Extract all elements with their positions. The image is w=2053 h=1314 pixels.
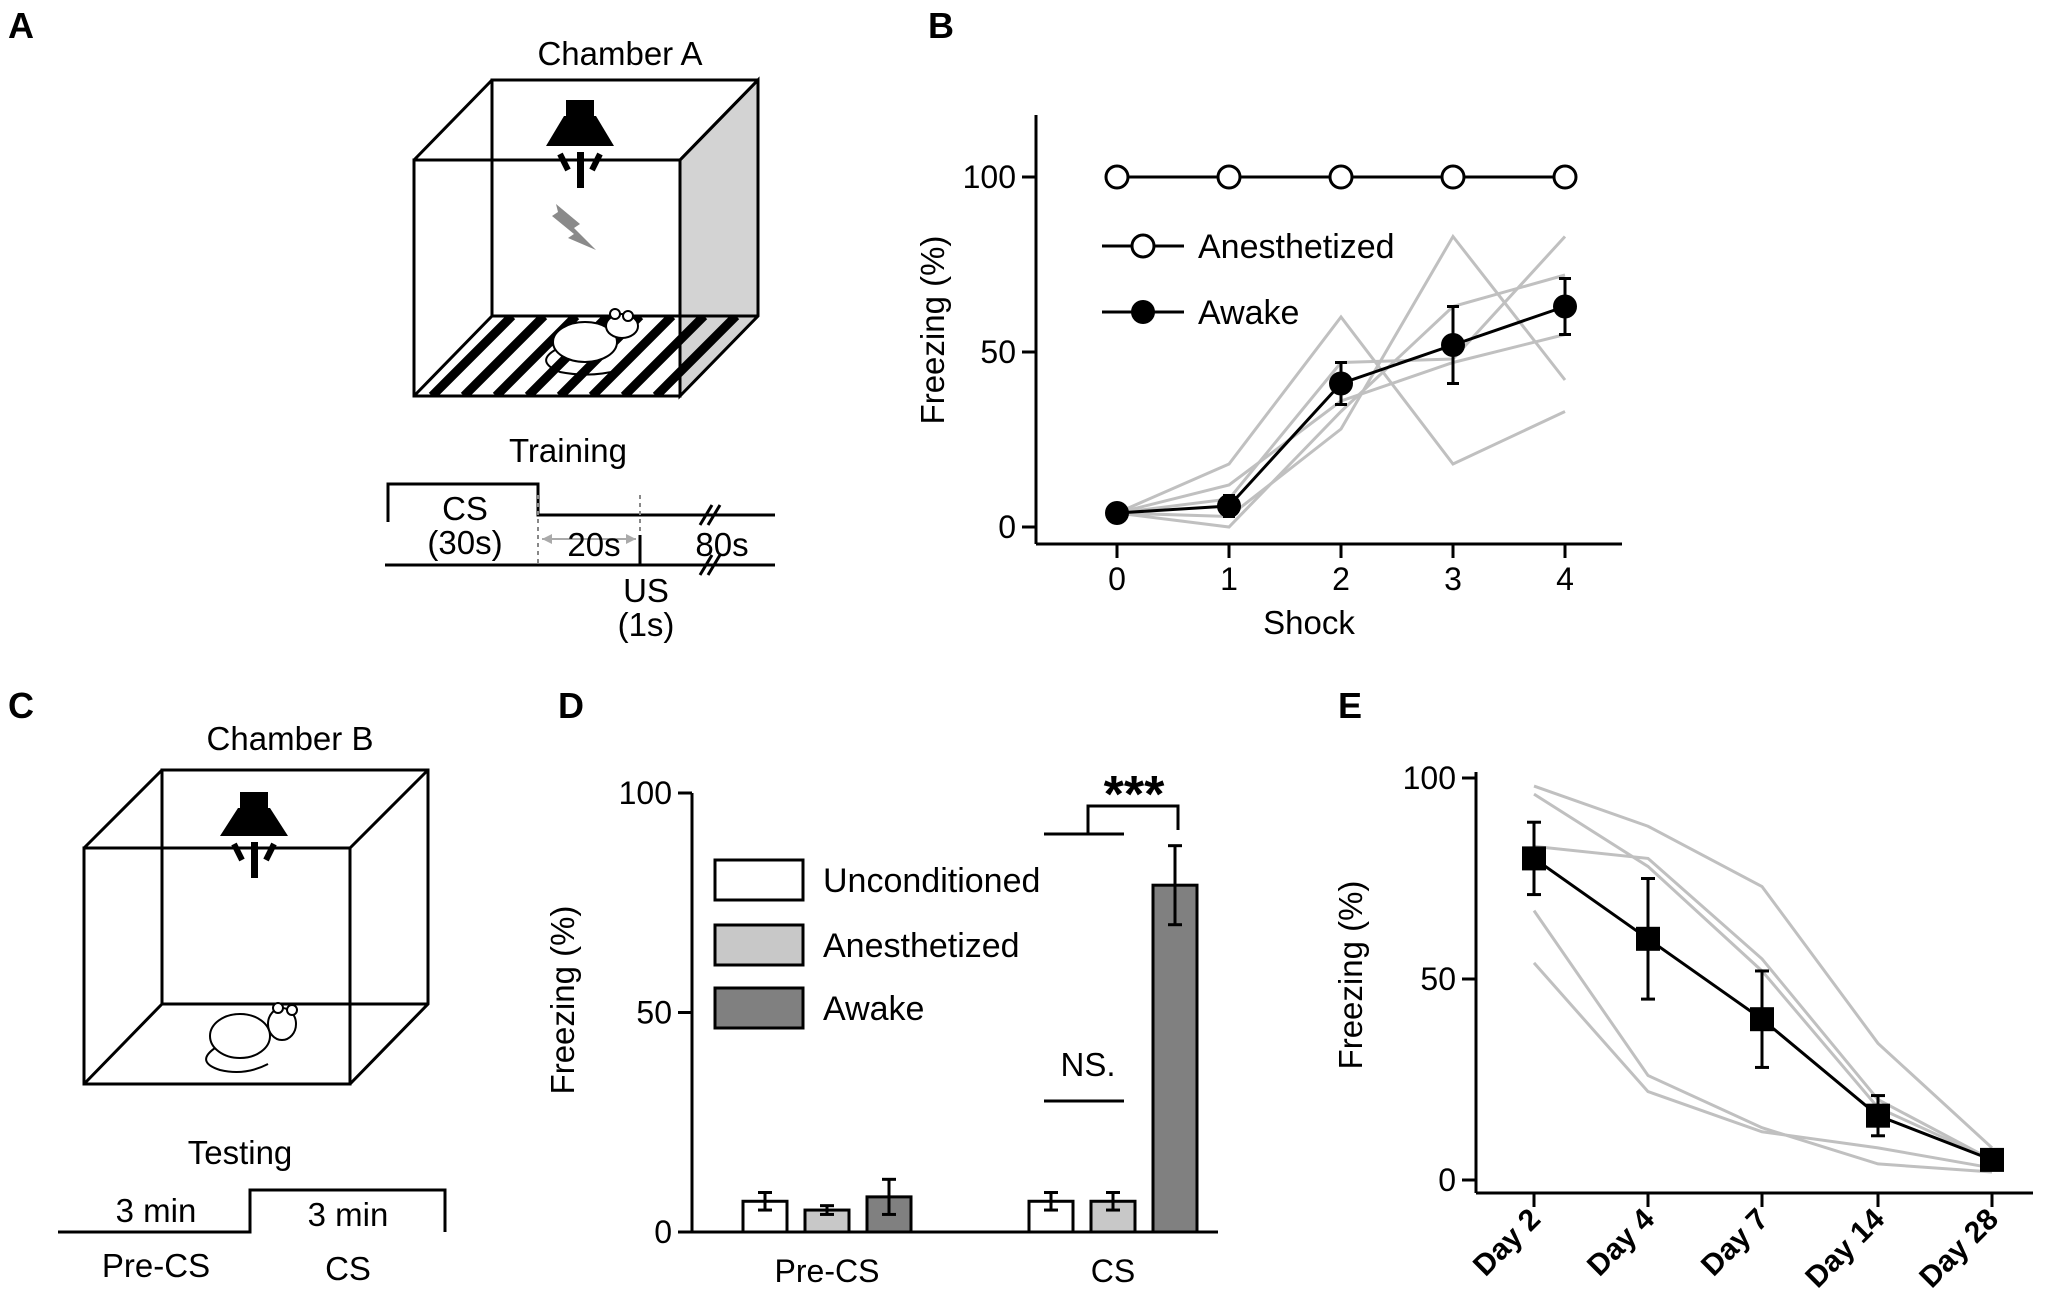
training-protocol [385,482,775,576]
x-tick-label: 3 [1444,561,1462,597]
speaker-icon [546,100,614,188]
individual-trace [1116,273,1566,529]
individual-trace [1533,784,1994,1149]
legend-marker-awake [1131,300,1155,324]
training-us-duration: (1s) [618,606,675,643]
individual-trace [1533,844,1993,1162]
data-point-anesthetized [1440,164,1466,190]
data-point-anesthetized [1216,164,1242,190]
data-point-mean [1636,926,1660,951]
data-point-awake [1329,371,1353,396]
speaker-icon [220,792,288,878]
chamber-a-box [412,76,760,400]
chamber-b-label: Chamber B [207,720,374,757]
rat-icon [545,308,639,376]
rat-icon [205,1002,298,1073]
lightning-shock-icon [552,204,596,250]
data-point-awake [1441,333,1465,357]
ns-label: NS. [1060,1046,1115,1083]
significance-stars: *** [1104,766,1165,824]
x-tick-label: 1 [1220,561,1238,597]
legend-label-awake: Awake [823,990,924,1028]
y-tick-label: 0 [1438,1162,1456,1198]
training-gap-label: 20s [567,526,620,563]
testing-pre-duration: 3 min [116,1192,197,1229]
legend-label-unconditioned: Unconditioned [823,862,1040,900]
testing-pre-label: Pre-CS [102,1247,210,1284]
training-iti-label: 80s [695,526,748,563]
y-axis-title: Freezing (%) [1332,881,1369,1070]
legend-swatch-unconditioned [713,858,805,902]
chamber-b-box [82,768,430,1086]
y-tick-label: 50 [636,995,672,1031]
x-tick-label: Day 2 [1467,1203,1547,1283]
panel-e: E 0 50 100 Freezing (%) Day 2 Day 4 Day 7 Day 1… [1332,685,2033,1294]
data-point-mean [1750,1007,1774,1032]
panel-d: D 0 50 100 Freezing (%) Pre-CS CS *** NS. Uncond… [544,685,1218,1289]
panel-a-letter: A [8,5,34,46]
panel-d-letter: D [558,685,584,726]
chamber-a-side-face [678,76,760,400]
y-tick-label: 50 [980,334,1016,370]
y-axis-title: Freezing (%) [914,236,951,425]
individual-trace [1116,314,1566,515]
data-point-mean [1980,1147,2004,1172]
y-axis-title: Freezing (%) [544,906,581,1095]
individual-trace [1532,961,1993,1170]
data-point-awake [1217,494,1241,518]
panel-b-letter: B [928,5,954,46]
legend-swatch-awake [713,986,805,1030]
y-tick-label: 100 [1403,760,1456,796]
chart-b: 0 50 100 0 1 2 3 4 Shock Freezing (%) Anesthetized… [914,115,1622,641]
data-point-mean [1866,1103,1890,1128]
chamber-a-label: Chamber A [537,35,702,72]
chart-d: 0 50 100 Freezing (%) Pre-CS CS *** NS. Uncondit… [544,766,1218,1289]
panel-b: B 0 50 100 0 1 2 3 4 Shock Freezing (%) Anesthetiz… [914,5,1622,641]
training-cs-duration: (30s) [427,524,502,561]
y-tick-label: 0 [998,509,1016,545]
x-tick-label: Day 7 [1695,1203,1775,1283]
category-label: Pre-CS [775,1253,880,1289]
training-us-label: US [623,572,669,609]
data-point-awake [1553,294,1577,319]
panel-c: C Chamber B Testing 3 min [8,685,447,1287]
legend-label-anesthetized: Anesthetized [1198,228,1395,266]
individual-trace [1532,909,1993,1174]
x-tick-label: 4 [1556,561,1574,597]
x-tick-label: 2 [1332,561,1350,597]
y-tick-label: 100 [963,159,1016,195]
testing-cs-duration: 3 min [308,1196,389,1233]
x-tick-label: Day 4 [1581,1202,1661,1282]
x-tick-label: 0 [1108,561,1126,597]
category-label: CS [1091,1253,1135,1289]
legend-label-anesthetized: Anesthetized [823,927,1020,965]
testing-protocol [58,1188,447,1234]
training-title: Training [509,432,627,469]
individual-trace [1116,233,1567,519]
x-tick-label: Day 28 [1913,1203,2005,1295]
testing-title: Testing [188,1134,293,1171]
chart-e: 0 50 100 Freezing (%) Day 2 Day 4 Day 7 Day 14 D… [1332,760,2033,1294]
data-point-anesthetized [1328,164,1354,190]
legend-swatch-anesthetized [713,923,805,967]
y-tick-label: 100 [619,775,672,811]
panel-c-letter: C [8,685,34,726]
legend-marker-anesthetized [1130,233,1156,259]
data-point-mean [1522,846,1546,871]
x-tick-label: Day 14 [1799,1202,1891,1294]
y-tick-label: 0 [654,1214,672,1250]
testing-cs-label: CS [325,1250,371,1287]
data-point-awake [1105,501,1129,525]
y-tick-label: 50 [1420,961,1456,997]
data-point-anesthetized [1552,164,1578,190]
panel-e-letter: E [1338,685,1362,726]
data-point-anesthetized [1104,164,1130,190]
x-axis-title: Shock [1263,604,1355,641]
legend-label-awake: Awake [1198,294,1299,332]
panel-a: A Chamber A [8,5,775,643]
bar-awake [1151,883,1199,1234]
training-cs-label: CS [442,490,488,527]
